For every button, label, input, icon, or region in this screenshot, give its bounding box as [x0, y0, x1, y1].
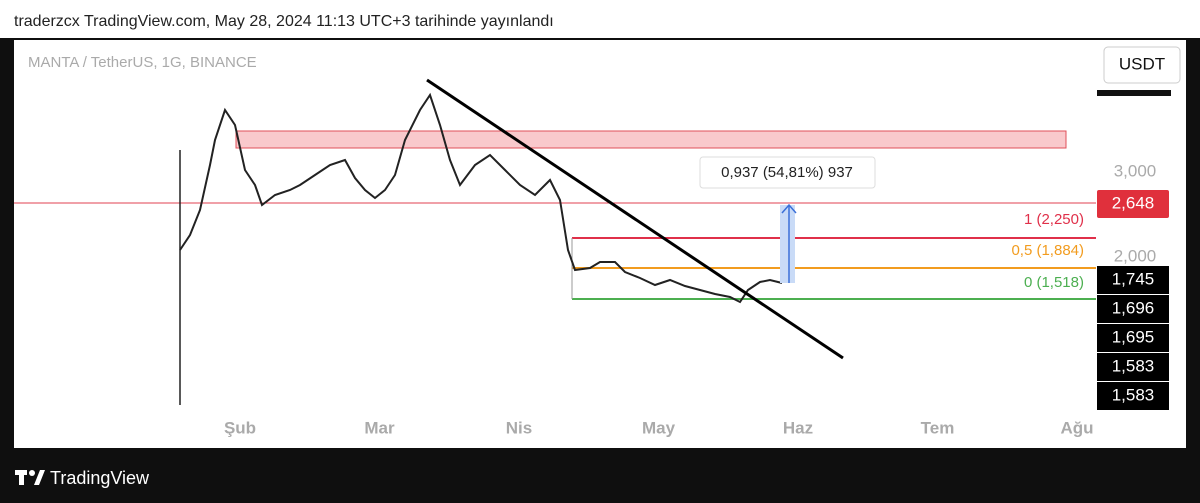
measure-label: 0,937 (54,81%) 937 — [721, 164, 853, 181]
price-tag-label: 1,696 — [1112, 298, 1155, 317]
brand: TradingView — [50, 468, 150, 488]
arrow-head — [781, 203, 797, 214]
fib-label: 0 (1,518) — [1024, 274, 1084, 291]
price-tag — [1097, 324, 1169, 352]
month-label: Haz — [783, 418, 813, 437]
price-tag — [1097, 190, 1169, 218]
axis-marker — [1097, 90, 1171, 96]
trend-line — [426, 78, 844, 360]
currency: USDT — [1119, 54, 1165, 73]
fib-label: 0,5 (1,884) — [1011, 242, 1084, 259]
month-label: May — [642, 418, 676, 437]
price-tag-label: 2,648 — [1112, 193, 1155, 212]
x-axis: Şub Mar Nis May Haz Tem Ağu — [224, 418, 1094, 437]
published-line: traderzcx TradingView.com, May 28, 2024 … — [14, 13, 554, 30]
price-tag — [1097, 353, 1169, 381]
month-label: Mar — [364, 418, 395, 437]
price-scale-label: 3,000 — [1114, 161, 1157, 180]
price-tag-label: 1,695 — [1112, 327, 1155, 346]
measure-box — [780, 205, 795, 283]
price-tag — [1097, 382, 1169, 410]
price-scale-label: 2,000 — [1114, 246, 1157, 265]
price-tag — [1097, 266, 1169, 294]
month-label: Ağu — [1060, 418, 1093, 437]
resistance-zone — [235, 130, 1067, 149]
price-tag-label: 1,745 — [1112, 269, 1155, 288]
price-tag-label: 1,583 — [1112, 385, 1155, 404]
chart-pane — [14, 40, 1186, 448]
price-path — [179, 92, 783, 304]
measure-label-box — [699, 156, 876, 189]
month-label: Tem — [921, 418, 955, 437]
month-label: Şub — [224, 418, 256, 437]
month-label: Nis — [506, 418, 532, 437]
dark-tags: 1,745 1,696 1,695 1,583 1,583 — [1097, 266, 1169, 410]
fib-label: 1 (2,250) — [1024, 211, 1084, 228]
symbol: MANTA / TetherUS, 1G, BINANCE — [28, 54, 257, 71]
logo — [15, 470, 45, 485]
price-tag-label: 1,583 — [1112, 356, 1155, 375]
currency-button[interactable] — [1103, 46, 1181, 84]
price-tag — [1097, 295, 1169, 323]
